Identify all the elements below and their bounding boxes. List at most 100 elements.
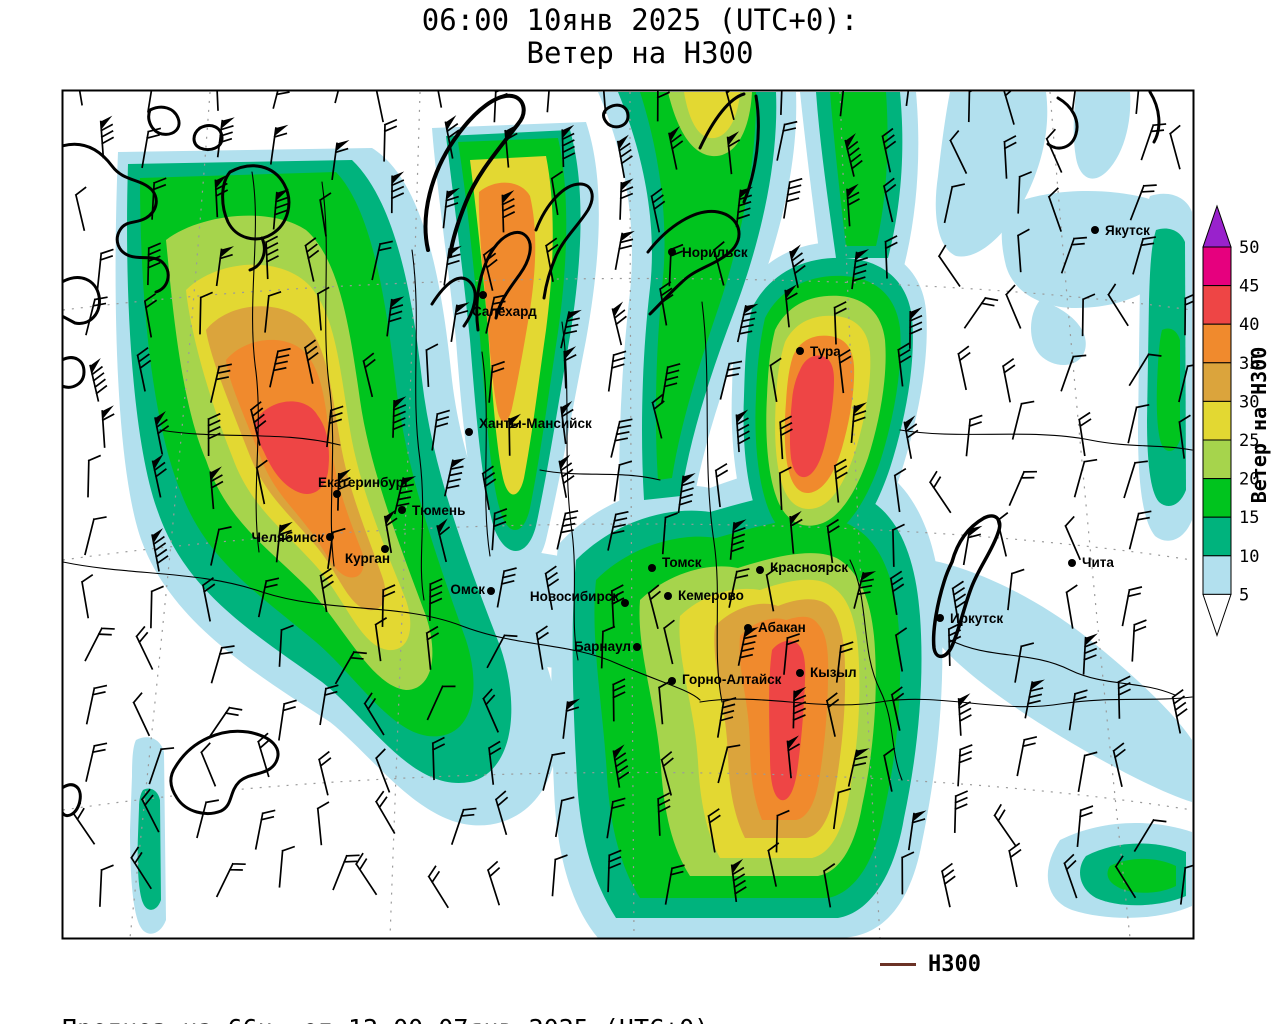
colorbar-segment	[1202, 400, 1232, 441]
wind-barb-shape	[147, 242, 162, 286]
wind-barb-shape	[278, 699, 297, 741]
wind-barb	[1171, 689, 1188, 734]
city-label: Челябинск	[251, 530, 324, 545]
wind-barb	[779, 415, 793, 460]
wind-barb	[949, 130, 968, 175]
city-markers: Якутск Норильск Салехард Тура Ханты-Мансийск…	[251, 223, 1150, 687]
region-borders-shape	[849, 559, 903, 781]
wind-barb-shape	[893, 467, 907, 513]
wind-barb-shape	[765, 566, 778, 612]
wind-barb-shape	[883, 747, 896, 792]
wind-barb-shape	[910, 64, 924, 78]
wind-barb-shape	[249, 401, 267, 446]
wind-barb-shape	[269, 347, 291, 388]
wind-barb	[957, 744, 973, 787]
wind-barb	[662, 619, 675, 665]
wind-barb	[482, 246, 498, 291]
region-borders-shape	[411, 249, 425, 601]
wind-barb-shape	[84, 516, 107, 556]
wind-barb	[140, 788, 160, 833]
wind-barb-shape	[150, 585, 164, 629]
wind-barb-shape	[901, 851, 915, 895]
coastlines-shape	[169, 729, 280, 815]
wind-barb	[825, 692, 840, 737]
wind-barb	[616, 134, 633, 179]
wind-barb	[1117, 675, 1131, 719]
wind-barb-shape	[151, 534, 169, 572]
wind-barb	[726, 131, 741, 175]
wind-barb-shape	[785, 284, 797, 299]
wind-speed-field-shape	[769, 640, 806, 801]
colorbar-tick-label: 25	[1239, 431, 1259, 451]
wind-barb	[214, 174, 229, 218]
region-borders-shape	[899, 429, 1193, 451]
wind-barb-shape	[714, 463, 729, 508]
wind-barb	[1123, 460, 1148, 499]
colorbar-tick-label: 35	[1239, 354, 1259, 374]
wind-barb-shape	[486, 860, 501, 906]
wind-barb-shape	[257, 577, 280, 618]
wind-barb-shape	[427, 865, 449, 909]
city-label: Иркутск	[950, 611, 1003, 626]
wind-barb	[275, 521, 293, 563]
city-dot	[796, 347, 804, 355]
legend: H300	[880, 952, 981, 977]
wind-barb	[1169, 124, 1181, 170]
wind-barb	[707, 808, 721, 853]
wind-barb-shape	[1179, 863, 1193, 905]
wind-barb-shape	[962, 527, 982, 566]
wind-barb	[884, 235, 898, 279]
city-label: Екатеринбург	[318, 475, 410, 490]
wind-barb-shape	[316, 286, 330, 331]
wind-speed-field-shape	[1073, 92, 1131, 179]
wind-barb	[257, 732, 271, 778]
city-dot	[668, 248, 676, 256]
wind-barb-shape	[80, 573, 94, 619]
wind-barb	[903, 415, 919, 459]
wind-barb	[651, 393, 665, 439]
wind-barb	[657, 680, 671, 725]
wind-barb	[96, 248, 114, 291]
wind-barb-shape	[362, 352, 376, 398]
title-line2: Ветер на H300	[526, 36, 754, 70]
wind-speed-field-shape	[830, 92, 888, 246]
colorbar-segment	[1202, 555, 1232, 595]
wind-barb-shape	[563, 350, 577, 389]
wind-barb-shape	[736, 409, 749, 424]
wind-barb	[1133, 818, 1167, 852]
wind-barb-shape	[993, 803, 1017, 847]
colorbar-segment	[1202, 439, 1232, 480]
wind-barb	[200, 742, 217, 787]
wind-barb	[951, 580, 968, 625]
wind-barb-shape	[386, 298, 404, 337]
wind-barb	[87, 454, 102, 498]
wind-barb	[1008, 470, 1038, 507]
wind-barb-shape	[723, 91, 738, 121]
coastlines-shape	[430, 276, 477, 328]
wind-barb-shape	[957, 744, 973, 787]
city-label: Якутск	[1105, 223, 1150, 238]
wind-barb	[728, 568, 750, 608]
wind-barb	[1184, 292, 1193, 336]
wind-barb	[883, 747, 896, 792]
wind-barb	[963, 296, 999, 329]
colorbar-tick-label: 20	[1239, 470, 1259, 490]
wind-barb	[215, 862, 246, 898]
wind-barb	[392, 396, 407, 438]
wind-barb	[257, 577, 280, 618]
wind-barb-shape	[767, 842, 780, 887]
wind-barb-shape	[1121, 586, 1143, 627]
wind-barb-shape	[889, 570, 905, 615]
wind-barb-shape	[996, 511, 1009, 557]
wind-barb-shape	[494, 790, 509, 836]
wind-barb	[947, 622, 962, 666]
wind-speed-field-shape	[1107, 858, 1176, 893]
wind-barb	[563, 346, 577, 389]
wind-barb	[535, 625, 549, 670]
title-line1: 06:00 10янв 2025 (UTC+0):	[421, 3, 859, 37]
wind-barb-shape	[882, 177, 897, 223]
wind-barb-shape	[1133, 818, 1167, 852]
wind-barb	[319, 567, 334, 613]
wind-barb-shape	[556, 510, 579, 550]
wind-barb-shape	[1076, 805, 1094, 848]
